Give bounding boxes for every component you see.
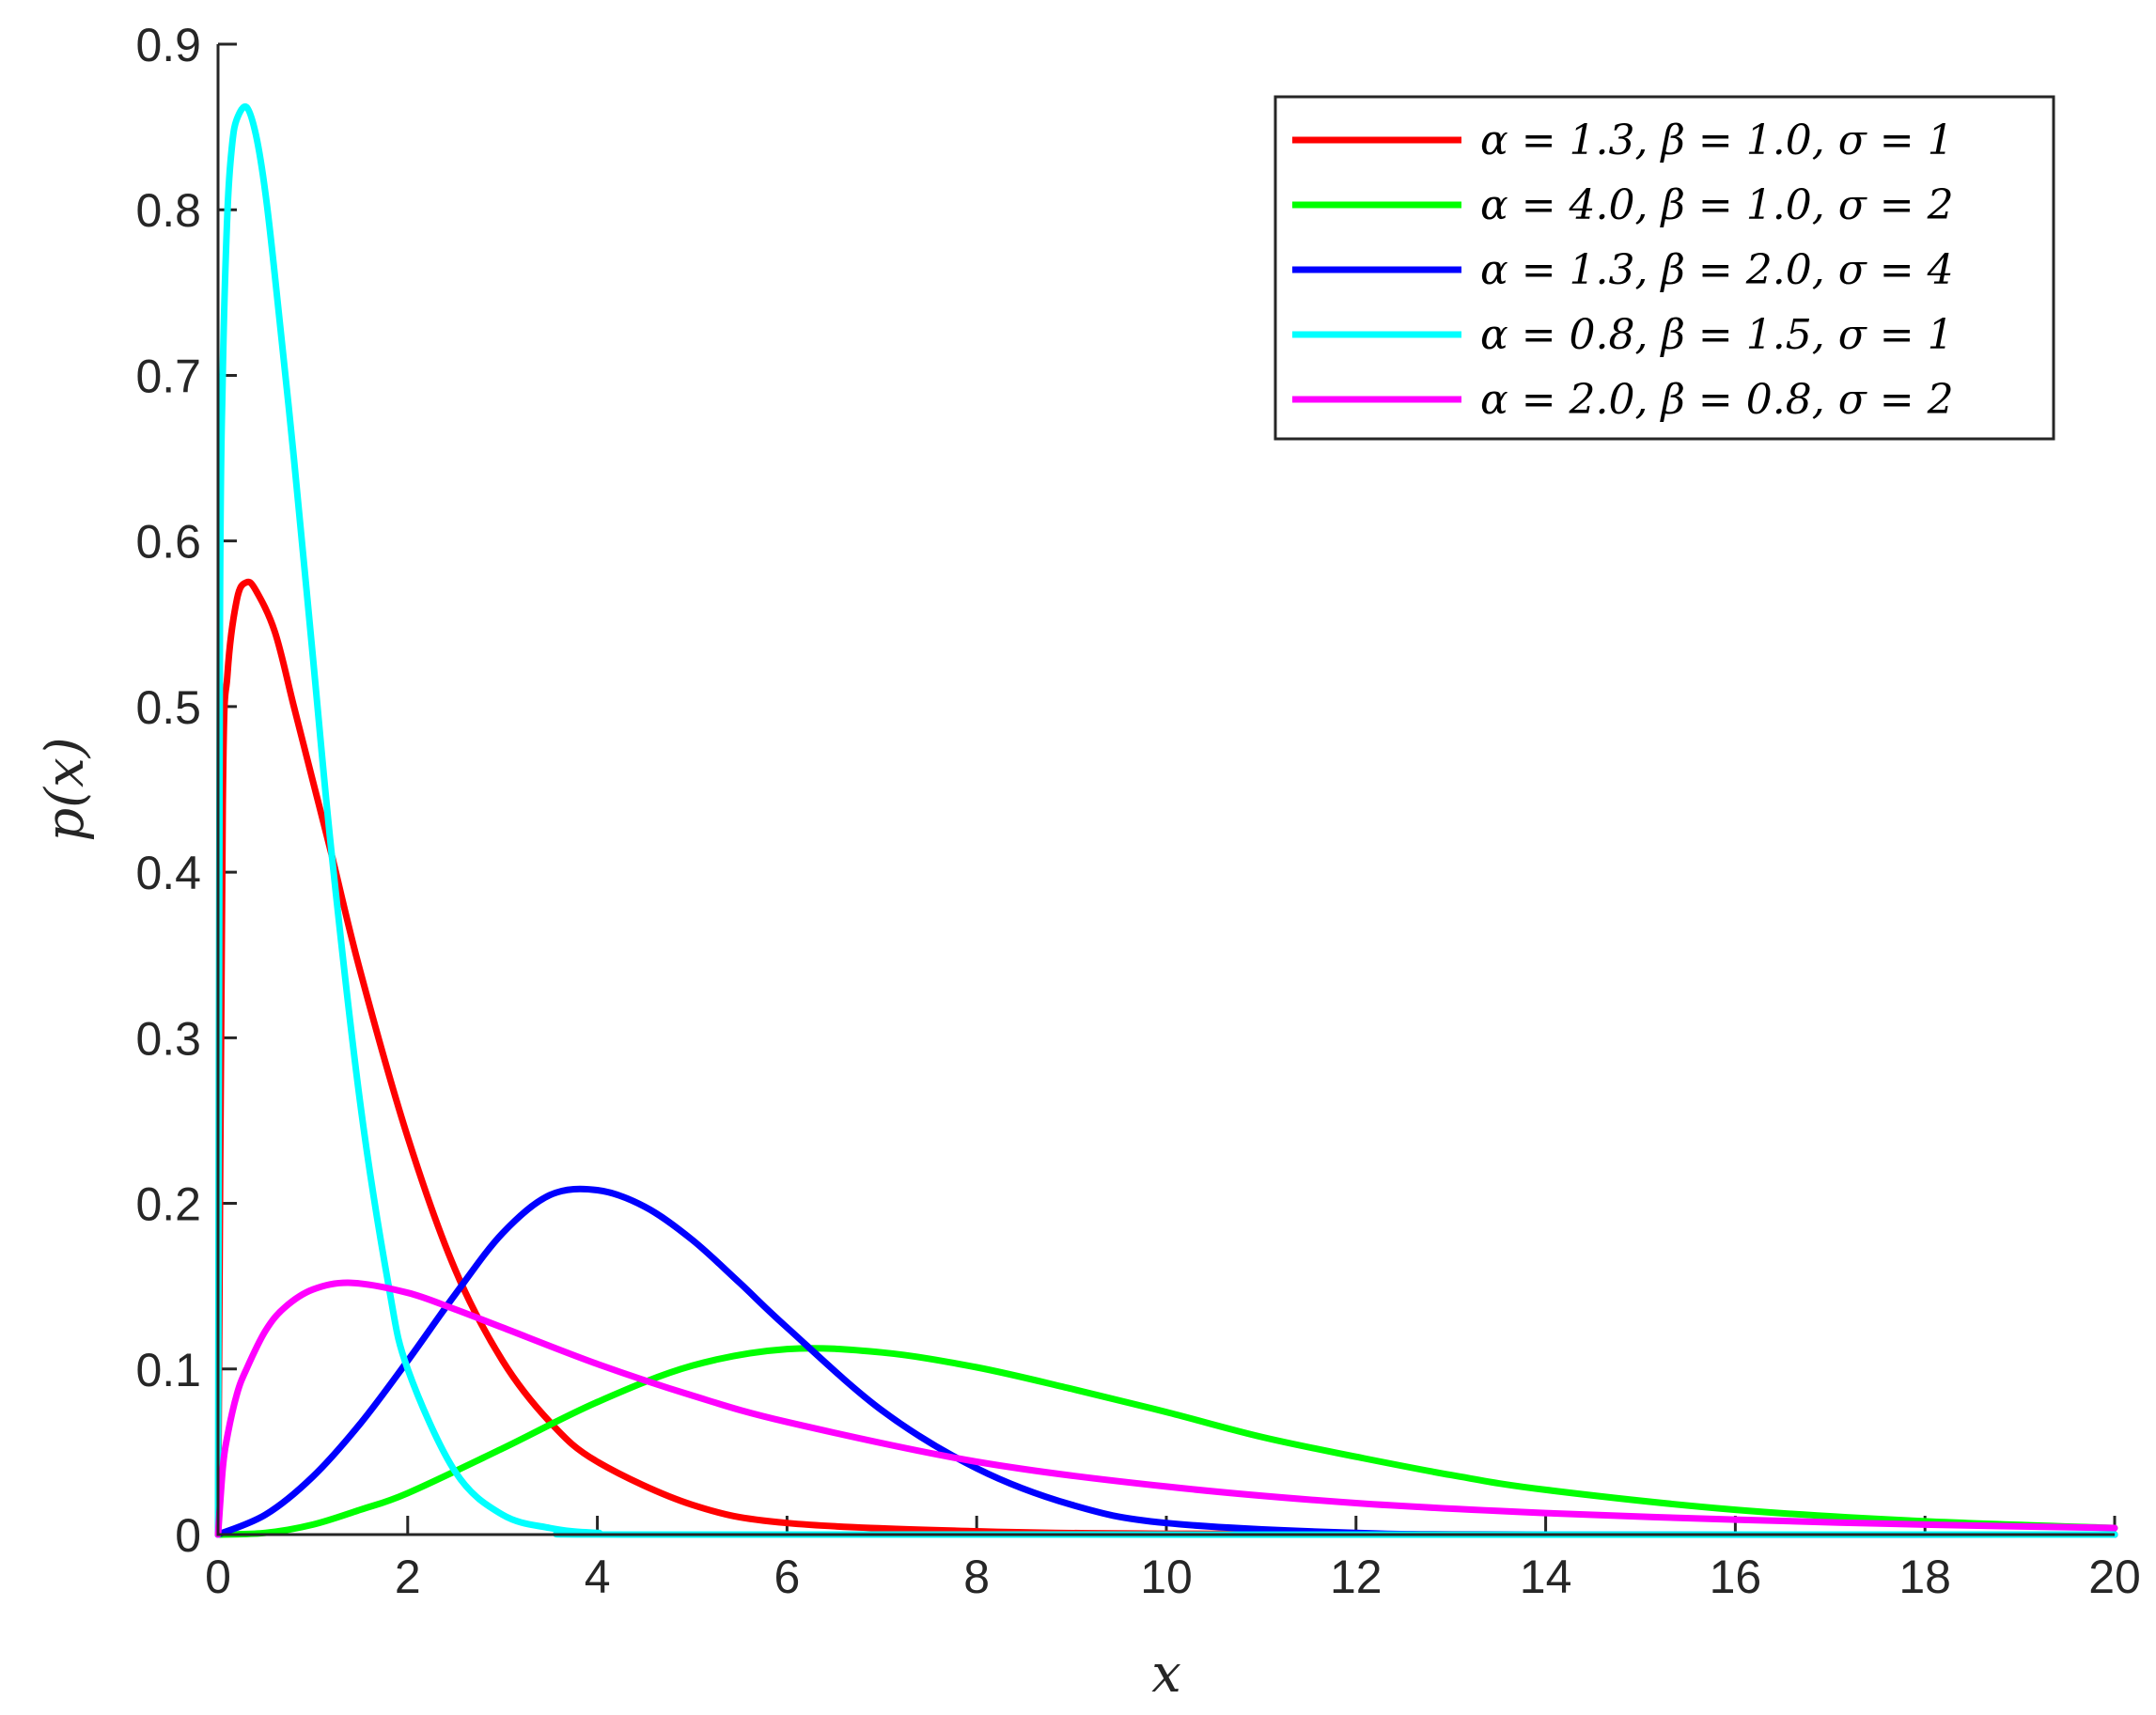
x-tick-label: 16: [1710, 1551, 1762, 1603]
x-tick-label: 6: [773, 1551, 800, 1603]
x-tick-label: 10: [1140, 1551, 1193, 1603]
x-tick-label: 18: [1898, 1551, 1951, 1603]
legend-label-1: α = 1.3, β = 1.0, σ = 1: [1480, 117, 1954, 164]
series-line-5: [214, 1279, 2118, 1538]
y-tick-label: 0.7: [135, 350, 201, 402]
x-tick-label: 0: [205, 1551, 231, 1603]
y-tick-label: 0.3: [135, 1012, 201, 1065]
x-tick-label: 8: [963, 1551, 990, 1603]
y-tick-label: 0.2: [135, 1178, 201, 1231]
series-line-2: [214, 1345, 2118, 1538]
y-tick-label: 0.8: [135, 184, 201, 237]
y-tick-label: 0.9: [135, 19, 201, 71]
legend-label-3: α = 1.3, β = 2.0, σ = 4: [1480, 246, 1954, 294]
x-tick-label: 20: [2088, 1551, 2141, 1603]
x-tick-label: 4: [585, 1551, 611, 1603]
y-tick-label: 0.1: [135, 1344, 201, 1396]
y-axis-title: p(x): [35, 737, 96, 841]
x-axis-ticks: 0 2 4 6 8 10 12 14 16 18 20: [205, 1516, 2141, 1603]
x-axis-title: x: [1151, 1644, 1181, 1705]
legend: α = 1.3, β = 1.0, σ = 1 α = 4.0, β = 1.0,…: [1273, 95, 2055, 441]
axes-frame: [216, 44, 2115, 1536]
y-tick-label: 0.6: [135, 516, 201, 569]
legend-label-2: α = 4.0, β = 1.0, σ = 2: [1480, 181, 1954, 229]
y-tick-label: 0.4: [135, 847, 201, 899]
legend-label-4: α = 0.8, β = 1.5, σ = 1: [1480, 311, 1954, 359]
x-tick-label: 12: [1330, 1551, 1383, 1603]
y-tick-label: 0.5: [135, 681, 201, 734]
y-tick-label: 0: [175, 1509, 201, 1562]
x-tick-label: 14: [1520, 1551, 1572, 1603]
legend-label-5: α = 2.0, β = 0.8, σ = 2: [1480, 376, 1954, 424]
y-axis-ticks: 0 0.1 0.2 0.3 0.4 0.5 0.6 0.7 0.8 0.9: [135, 19, 237, 1562]
x-tick-label: 2: [395, 1551, 421, 1603]
